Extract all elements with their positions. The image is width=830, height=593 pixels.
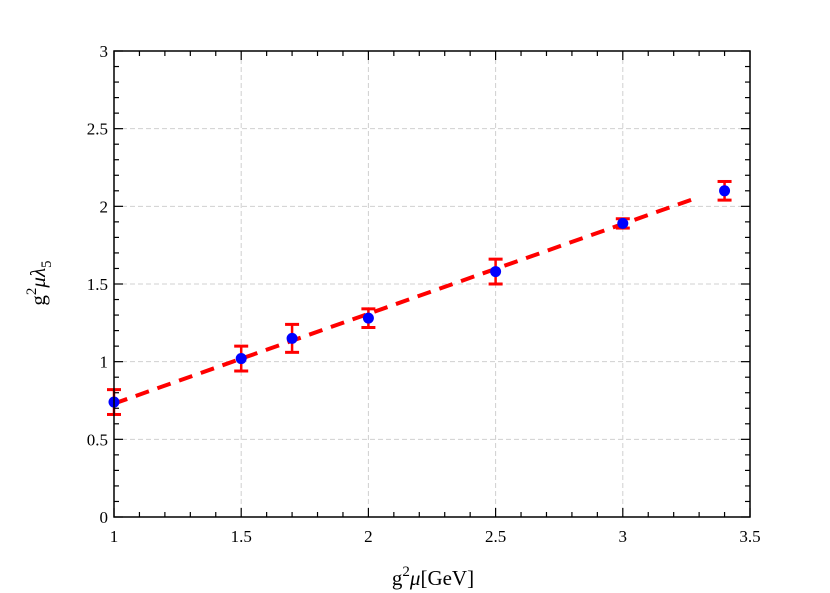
x-tick-label: 3 [619,527,628,546]
x-tick-label: 2 [364,527,373,546]
data-point [617,217,629,229]
y-tick-label: 0 [100,508,109,527]
y-tick-label: 1.5 [87,275,108,294]
y-tick-label: 1 [100,353,109,372]
data-point [235,353,247,365]
x-tick-labels: 1 1.5 2 2.5 3 3.5 [110,527,761,546]
error-bars [107,179,732,416]
data-points [108,185,731,408]
data-point [286,332,298,344]
x-tick-label: 3.5 [739,527,760,546]
ticks [113,50,751,518]
y-tick-labels: 0 0.5 1 1.5 2 2.5 3 [87,42,108,527]
data-point [490,266,502,278]
data-point [719,185,731,197]
x-tick-label: 2.5 [485,527,506,546]
y-tick-label: 2.5 [87,120,108,139]
fit-line [113,195,700,406]
x-axis-title: g2μ[GeV] [392,564,474,590]
y-tick-label: 0.5 [87,430,108,449]
grid [114,51,750,517]
x-tick-label: 1 [110,527,119,546]
y-tick-label: 3 [100,42,109,61]
data-point [362,312,374,324]
y-axis-title: g2μλ5 [24,260,55,305]
fit-line-group [113,195,700,406]
y-tick-label: 2 [100,197,109,216]
x-tick-label: 1.5 [231,527,252,546]
